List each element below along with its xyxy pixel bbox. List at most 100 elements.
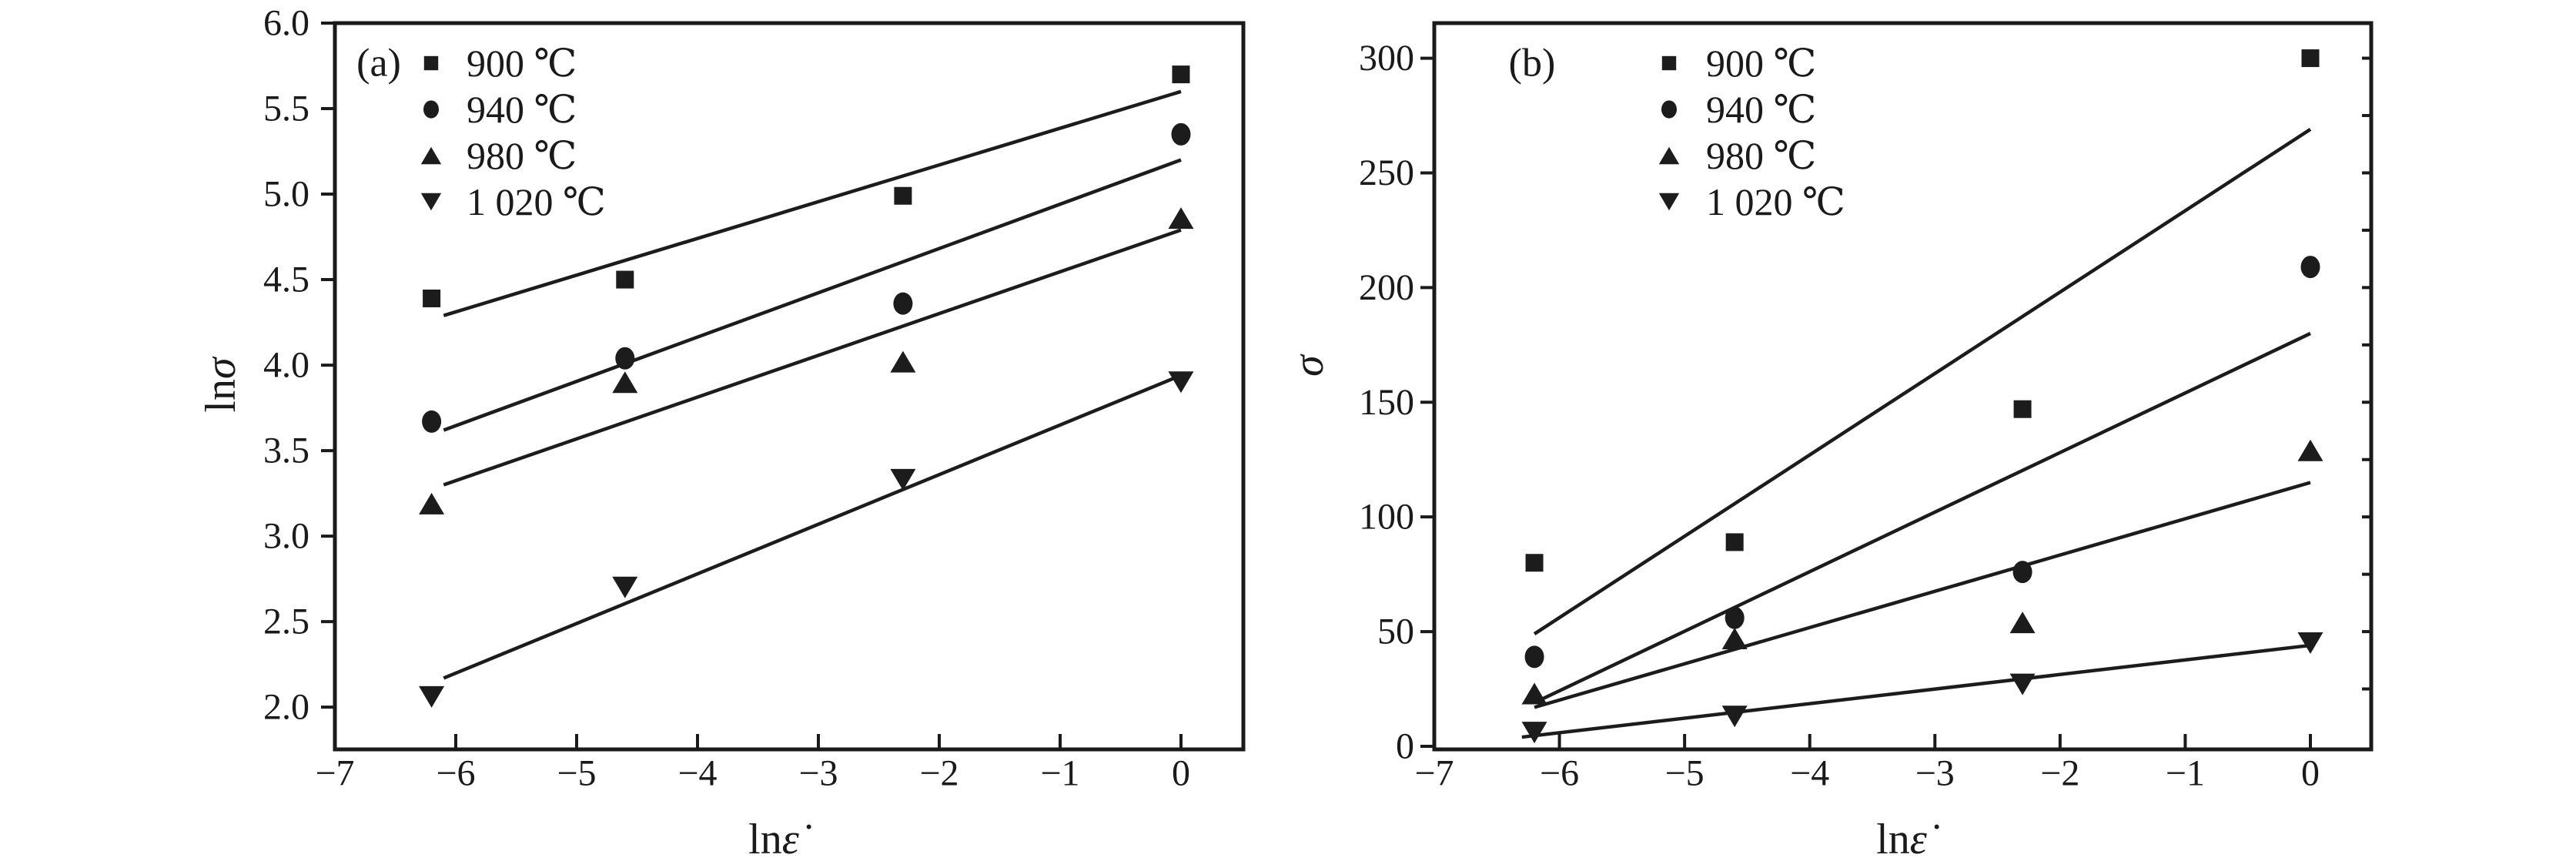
data-point-980℃ — [2297, 439, 2323, 461]
legend-label: 1 020 ℃ — [467, 180, 606, 223]
y-tick-label: 5.0 — [263, 174, 309, 215]
x-tick-label: 0 — [1172, 753, 1190, 794]
y-tick-label: 150 — [1359, 382, 1414, 423]
chart-a-frame — [333, 21, 1246, 752]
chart-b-x-axis-label: lnε̇ — [1876, 816, 1939, 863]
data-point-900℃ — [423, 289, 441, 307]
x-tick-label: −6 — [436, 753, 475, 794]
y-tick-label: 6.0 — [263, 3, 309, 44]
data-point-900℃ — [2301, 49, 2320, 68]
x-tick-label: −2 — [919, 753, 958, 794]
legend-item-980℃: 980 ℃ — [1658, 134, 1816, 177]
y-tick-label: 3.0 — [263, 516, 309, 557]
data-point-1020℃ — [1721, 705, 1748, 728]
y-tick-label: 200 — [1359, 267, 1414, 308]
x-tick-label: −4 — [677, 753, 717, 794]
legend-label: 980 ℃ — [467, 134, 577, 177]
data-point-940℃ — [893, 292, 913, 315]
data-point-900℃ — [1525, 554, 1544, 572]
data-point-900℃ — [894, 186, 912, 205]
x-tick-label: −1 — [1040, 753, 1079, 794]
data-point-940℃ — [422, 410, 442, 433]
legend-label: 900 ℃ — [467, 42, 577, 85]
data-point-980℃ — [1168, 207, 1194, 230]
triangle-down-legend-icon — [420, 193, 442, 211]
data-point-1020℃ — [419, 685, 445, 708]
panel-label-a: (a) — [356, 42, 401, 85]
legend-item-980℃: 980 ℃ — [420, 134, 577, 177]
panel-label-b: (b) — [1509, 42, 1556, 85]
data-point-980℃ — [612, 371, 638, 394]
y-tick-label: 50 — [1377, 612, 1414, 652]
data-point-980℃ — [890, 350, 916, 373]
data-point-980℃ — [1521, 682, 1547, 705]
y-tick-label: 0 — [1396, 726, 1414, 766]
x-tick-label: −4 — [1790, 753, 1829, 794]
data-point-900℃ — [616, 270, 634, 289]
legend-item-940℃: 940 ℃ — [1661, 88, 1816, 131]
x-tick-label: −7 — [315, 753, 354, 794]
chart-a-x-axis-label: lnε̇ — [748, 816, 811, 863]
x-tick-label: −6 — [1540, 753, 1579, 794]
data-point-1020℃ — [1521, 722, 1547, 744]
data-point-1020℃ — [2009, 673, 2036, 695]
circle-legend-icon — [423, 100, 439, 119]
chart-a-y-axis-label: lnσ — [197, 356, 245, 413]
y-tick-label: 2.5 — [263, 602, 309, 642]
legend-label: 980 ℃ — [1706, 134, 1816, 177]
data-point-980℃ — [1721, 628, 1748, 650]
y-tick-label: 3.5 — [263, 431, 309, 471]
data-point-900℃ — [1725, 533, 1744, 551]
legend-label: 940 ℃ — [1706, 88, 1816, 131]
data-point-980℃ — [419, 492, 445, 514]
triangle-down-legend-icon — [1658, 193, 1680, 211]
x-tick-label: −3 — [1915, 753, 1955, 794]
data-point-940℃ — [1524, 645, 1544, 669]
fit-line-900℃ — [1533, 127, 2312, 635]
data-point-1020℃ — [1168, 371, 1194, 394]
legend-label: 900 ℃ — [1706, 42, 1816, 85]
y-tick-label: 300 — [1359, 38, 1414, 79]
legend-item-900℃: 900 ℃ — [1661, 42, 1816, 85]
fit-line-900℃ — [443, 89, 1182, 317]
data-point-900℃ — [2013, 400, 2032, 418]
chart-b: −7 −6 −5 −4 −3 −2 −1 0 300 250 200 150 100 50 0 σ lnε̇ (b… — [1285, 21, 2374, 863]
x-tick-label: −5 — [557, 753, 596, 794]
data-point-940℃ — [1171, 122, 1191, 146]
data-point-940℃ — [1725, 606, 1745, 629]
circle-legend-icon — [1661, 100, 1677, 119]
fit-line-940℃ — [443, 158, 1182, 432]
x-tick-label: −2 — [2040, 753, 2079, 794]
y-tick-label: 100 — [1359, 497, 1414, 538]
legend-item-940℃: 940 ℃ — [423, 88, 577, 131]
data-point-900℃ — [1172, 65, 1190, 84]
y-tick-label: 4.0 — [263, 345, 309, 386]
data-point-940℃ — [2300, 256, 2320, 279]
square-legend-icon — [1661, 55, 1677, 71]
legend-label: 1 020 ℃ — [1706, 180, 1845, 223]
x-tick-label: −5 — [1665, 753, 1705, 794]
legend-item-900℃: 900 ℃ — [423, 42, 577, 85]
y-tick-label: 4.5 — [263, 260, 309, 300]
data-point-1020℃ — [612, 576, 638, 598]
data-point-1020℃ — [2297, 632, 2323, 654]
data-point-1020℃ — [890, 468, 916, 491]
data-point-940℃ — [2012, 561, 2032, 584]
fit-line-980℃ — [443, 228, 1182, 487]
fit-line-940℃ — [1534, 331, 2311, 705]
fit-line-980℃ — [1534, 481, 2311, 709]
chart-a: −7 −6 −5 −4 −3 −2 −1 0 6.0 5.5 5.0 4.5 4.0 3.5 3.0 2.5 2… — [197, 3, 1246, 863]
y-tick-label: 2.0 — [263, 687, 309, 728]
x-tick-label: −3 — [798, 753, 838, 794]
legend-label: 940 ℃ — [467, 88, 577, 131]
y-tick-label: 250 — [1359, 152, 1414, 193]
x-tick-label: 0 — [2301, 753, 2320, 794]
triangle-up-legend-icon — [420, 146, 442, 165]
fit-line-1020℃ — [443, 374, 1182, 680]
x-tick-label: −1 — [2166, 753, 2205, 794]
y-tick-label: 5.5 — [263, 89, 309, 129]
chart-b-frame — [1432, 21, 2374, 752]
data-point-980℃ — [2009, 612, 2036, 634]
data-point-940℃ — [615, 347, 635, 370]
